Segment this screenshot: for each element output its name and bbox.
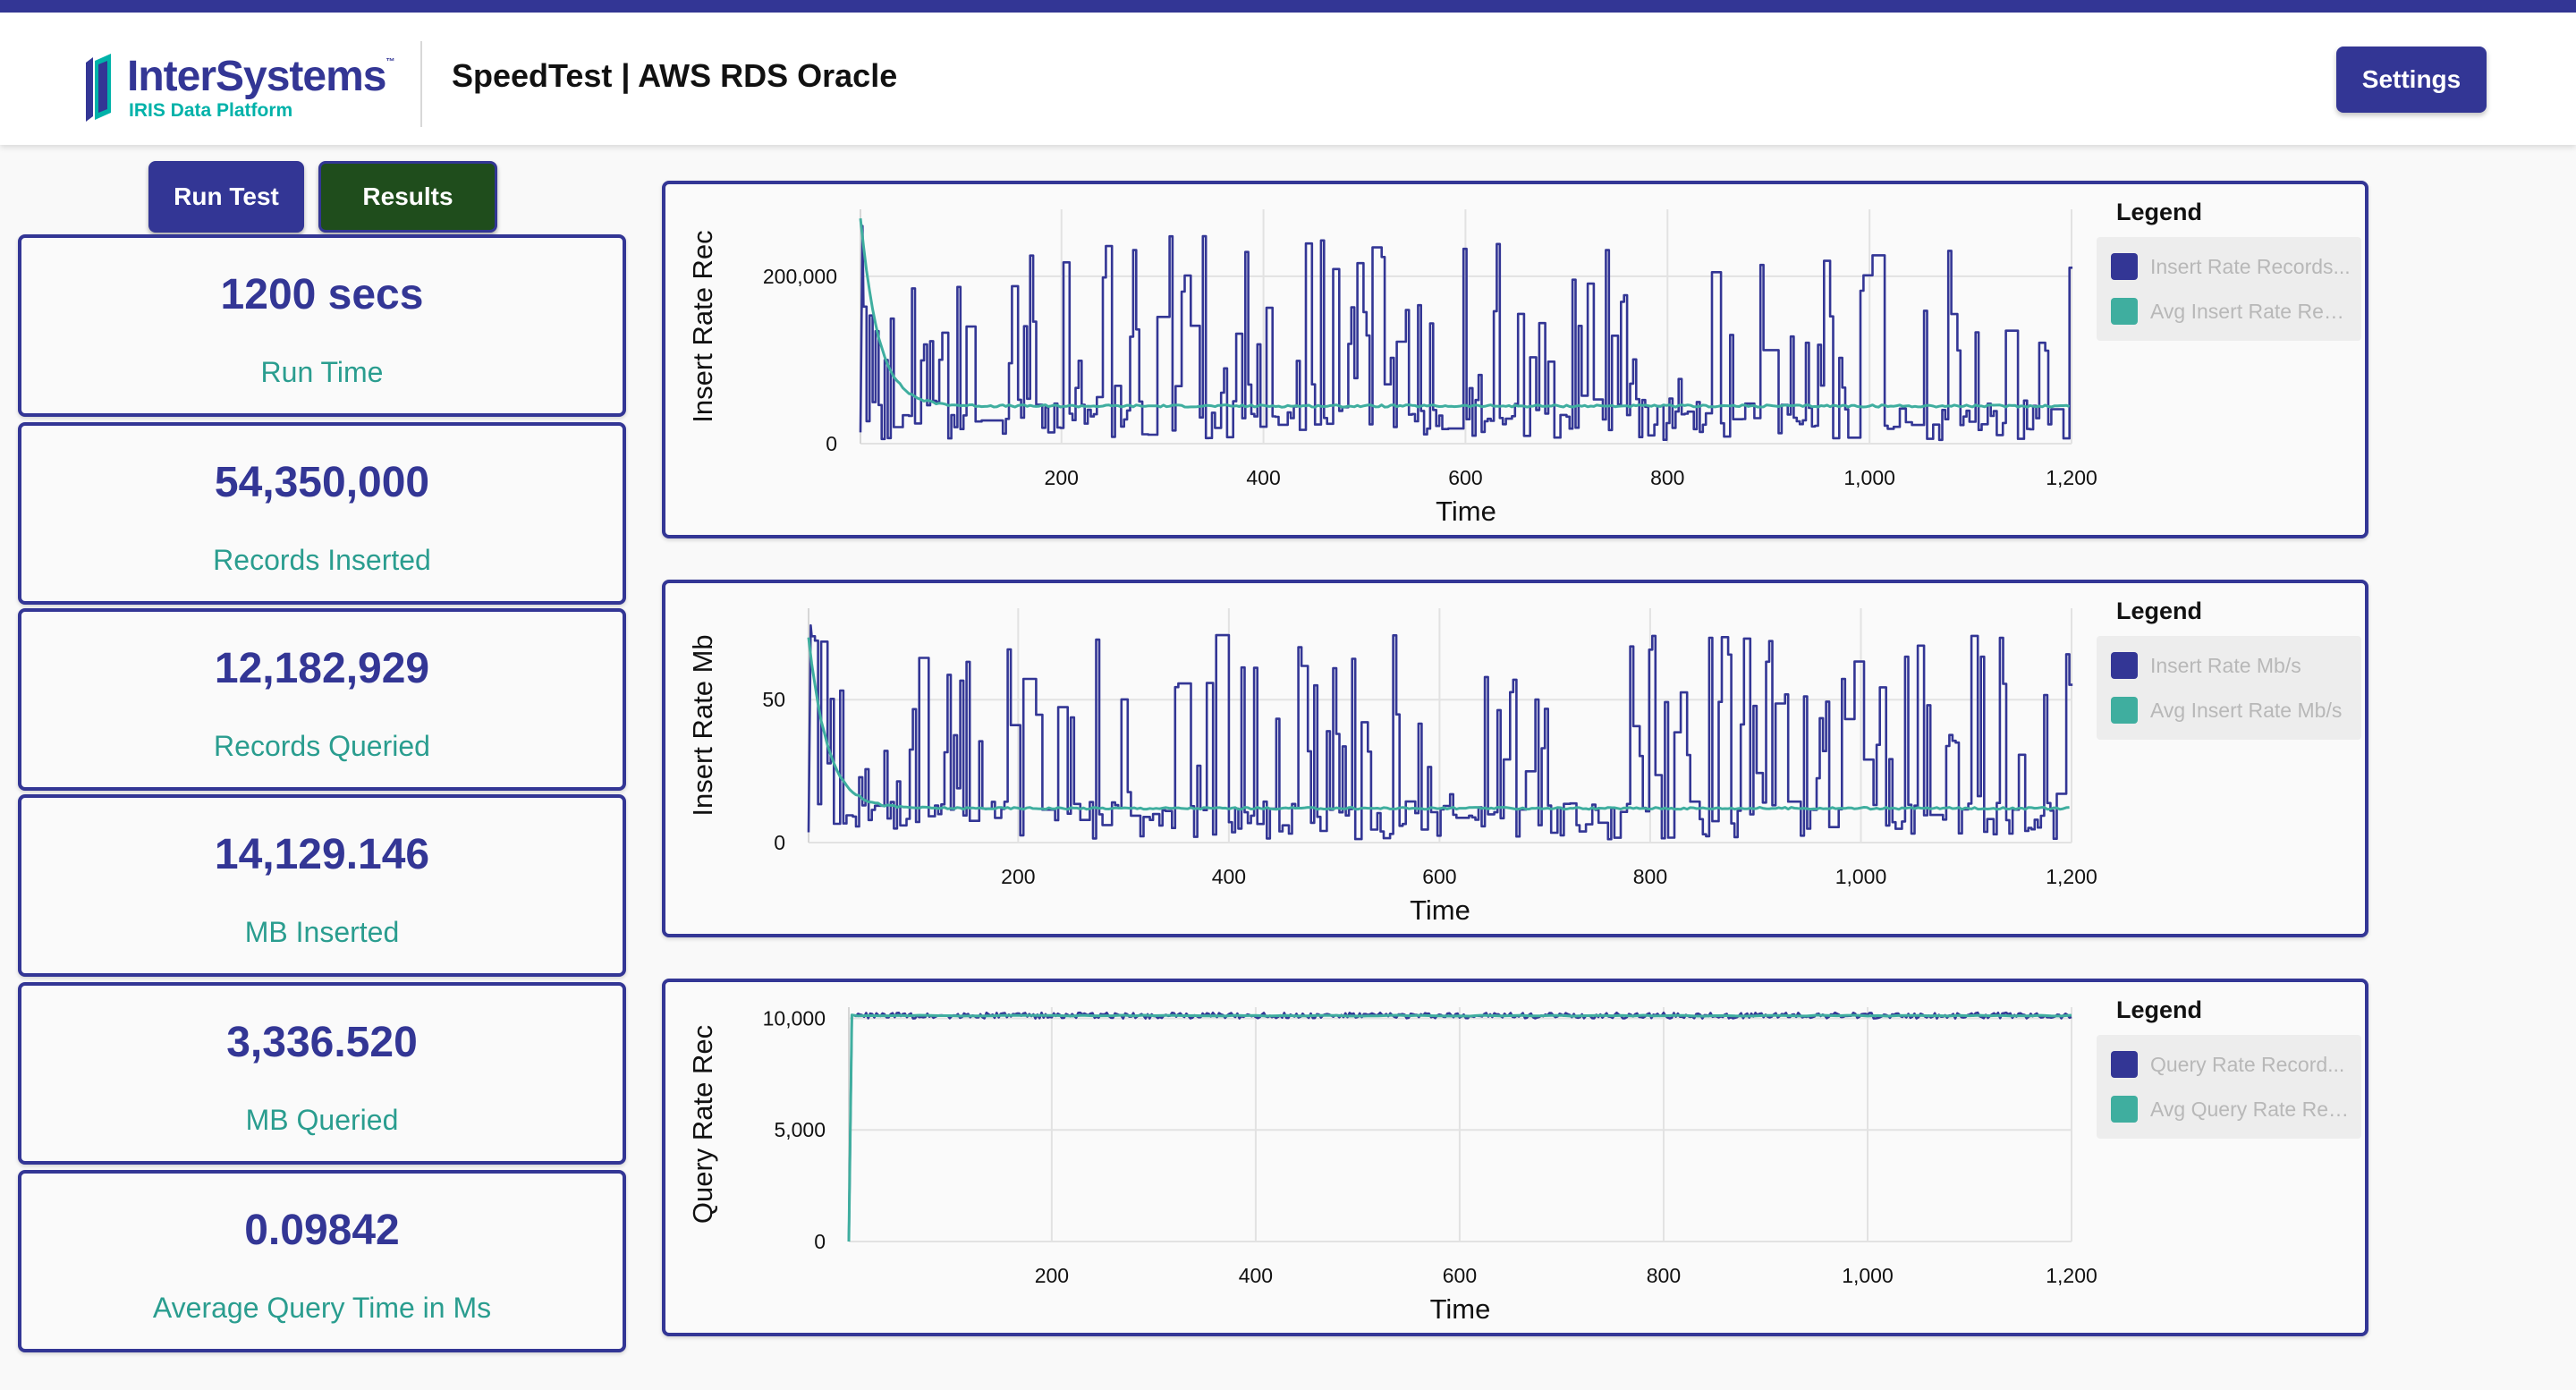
legend-swatch: [2111, 697, 2138, 724]
stat-value: 1200 secs: [220, 271, 424, 318]
x-tick-label: 800: [1650, 466, 1684, 489]
series-line-avg: [847, 1013, 2072, 1242]
chart-svg: 200 400 600 800 1,000 1,200 0 200,000 Time Insert…: [687, 209, 2097, 527]
y-tick-label: 50: [762, 688, 785, 711]
stat-label: MB Inserted: [244, 916, 400, 948]
legend-box: Insert Rate Records... Avg Insert Rate R…: [2097, 237, 2361, 341]
legend-label: Avg Insert Rate Mb/s: [2150, 698, 2343, 722]
x-tick-label: 400: [1246, 466, 1280, 489]
y-tick-label: 5,000: [774, 1118, 826, 1141]
legend-title: Legend: [2116, 199, 2203, 225]
chart-legend: Legend Insert Rate Records... Avg Insert…: [2097, 193, 2365, 341]
stat-label: Run Time: [260, 356, 384, 388]
stat-card-mb-inserted: 14,129.146 MB Inserted: [18, 794, 626, 977]
x-axis-title: Time: [1436, 496, 1496, 527]
x-tick-label: 400: [1239, 1264, 1273, 1287]
x-tick-label: 600: [1422, 865, 1456, 888]
x-tick-label: 600: [1443, 1264, 1477, 1287]
run-test-button[interactable]: Run Test: [148, 161, 304, 233]
x-tick-label: 1,200: [2046, 1264, 2097, 1287]
logo-mark-icon: [86, 54, 111, 122]
stat-card-mb-queried: 3,336.520 MB Queried: [18, 982, 626, 1165]
chart-card-insert-rate-rec: 200 400 600 800 1,000 1,200 0 200,000 Time Insert…: [662, 181, 2368, 538]
page-title: SpeedTest | AWS RDS Oracle: [452, 57, 898, 94]
legend-item[interactable]: Avg Insert Rate Rec...: [2097, 289, 2361, 334]
series-line-rate: [859, 225, 2073, 442]
y-tick-label: 0: [826, 432, 837, 455]
stat-value: 54,350,000: [214, 459, 430, 506]
stat-card-run-time: 1200 secs Run Time: [18, 234, 626, 417]
series-line-avg: [807, 637, 2070, 811]
legend-swatch: [2111, 652, 2138, 679]
results-button[interactable]: Results: [318, 161, 497, 233]
y-tick-label: 0: [774, 831, 785, 854]
legend-label: Insert Rate Records...: [2150, 254, 2351, 278]
y-axis-title: Insert Rate Rec: [687, 230, 718, 422]
chart-svg: 200 400 600 800 1,000 1,200 0 5,000 10,000 Time Qu…: [687, 1006, 2097, 1325]
stat-value: 0.09842: [244, 1207, 400, 1254]
x-tick-label: 800: [1633, 865, 1667, 888]
y-axis-title: Query Rate Rec: [687, 1025, 718, 1224]
chart-card-query-rate-rec: 200 400 600 800 1,000 1,200 0 5,000 10,000 Time Qu…: [662, 979, 2368, 1336]
x-tick-label: 1,000: [1835, 865, 1887, 888]
legend-label: Avg Query Rate Rec...: [2150, 1097, 2351, 1121]
y-tick-label: 10,000: [763, 1006, 826, 1030]
x-tick-label: 200: [1045, 466, 1079, 489]
series-line-avg: [859, 218, 2071, 409]
settings-button[interactable]: Settings: [2336, 47, 2487, 113]
legend-item[interactable]: Insert Rate Records...: [2097, 244, 2361, 289]
intersystems-logo[interactable]: InterSystems™ IRIS Data Platform: [86, 39, 408, 129]
x-tick-label: 1,200: [2046, 466, 2097, 489]
top-accent-bar: [0, 0, 2576, 13]
stat-card-records-inserted: 54,350,000 Records Inserted: [18, 422, 626, 605]
legend-title: Legend: [2116, 598, 2203, 624]
header-divider: [420, 41, 422, 127]
chart-card-insert-rate-mb: 200 400 600 800 1,000 1,200 0 50 Time Insert Rate…: [662, 580, 2368, 937]
legend-item[interactable]: Avg Query Rate Rec...: [2097, 1087, 2361, 1131]
legend-item[interactable]: Insert Rate Mb/s: [2097, 643, 2361, 688]
x-tick-label: 200: [1001, 865, 1035, 888]
legend-swatch: [2111, 298, 2138, 325]
stat-card-avg-query-time: 0.09842 Average Query Time in Ms: [18, 1170, 626, 1352]
stat-label: Records Queried: [214, 730, 430, 762]
chart-legend: Legend Query Rate Record... Avg Query Ra…: [2097, 991, 2365, 1139]
stat-value: 14,129.146: [214, 831, 430, 878]
stat-label: MB Queried: [245, 1104, 399, 1136]
x-tick-label: 800: [1647, 1264, 1681, 1287]
x-tick-label: 400: [1212, 865, 1246, 888]
chart-legend: Legend Insert Rate Mb/s Avg Insert Rate …: [2097, 592, 2365, 740]
x-axis-title: Time: [1430, 1293, 1491, 1325]
y-tick-label: 200,000: [763, 265, 837, 288]
logo-brand: InterSystems™: [127, 53, 394, 100]
legend-swatch: [2111, 1096, 2138, 1123]
legend-swatch: [2111, 1051, 2138, 1078]
legend-label: Avg Insert Rate Rec...: [2150, 299, 2351, 323]
x-tick-label: 1,000: [1842, 1264, 1894, 1287]
legend-box: Insert Rate Mb/s Avg Insert Rate Mb/s: [2097, 636, 2361, 740]
x-tick-label: 1,200: [2046, 865, 2097, 888]
chart-svg: 200 400 600 800 1,000 1,200 0 50 Time Insert Rate…: [687, 608, 2097, 926]
x-tick-label: 600: [1448, 466, 1482, 489]
logo-subtitle: IRIS Data Platform: [129, 100, 293, 121]
x-tick-label: 200: [1035, 1264, 1069, 1287]
legend-title: Legend: [2116, 996, 2203, 1023]
stat-card-records-queried: 12,182,929 Records Queried: [18, 608, 626, 791]
legend-label: Query Rate Record...: [2150, 1052, 2345, 1076]
legend-swatch: [2111, 253, 2138, 280]
legend-label: Insert Rate Mb/s: [2150, 653, 2301, 677]
legend-item[interactable]: Avg Insert Rate Mb/s: [2097, 688, 2361, 733]
x-axis-title: Time: [1410, 894, 1470, 926]
stat-label: Average Query Time in Ms: [152, 1292, 492, 1324]
x-tick-label: 1,000: [1843, 466, 1895, 489]
stat-value: 12,182,929: [214, 645, 430, 692]
stat-label: Records Inserted: [213, 544, 431, 576]
y-tick-label: 0: [814, 1230, 826, 1253]
header: InterSystems™ IRIS Data Platform SpeedTe…: [0, 13, 2576, 145]
y-axis-title: Insert Rate Mb: [687, 634, 718, 816]
stat-value: 3,336.520: [226, 1019, 418, 1066]
legend-box: Query Rate Record... Avg Query Rate Rec.…: [2097, 1035, 2361, 1139]
legend-item[interactable]: Query Rate Record...: [2097, 1042, 2361, 1087]
